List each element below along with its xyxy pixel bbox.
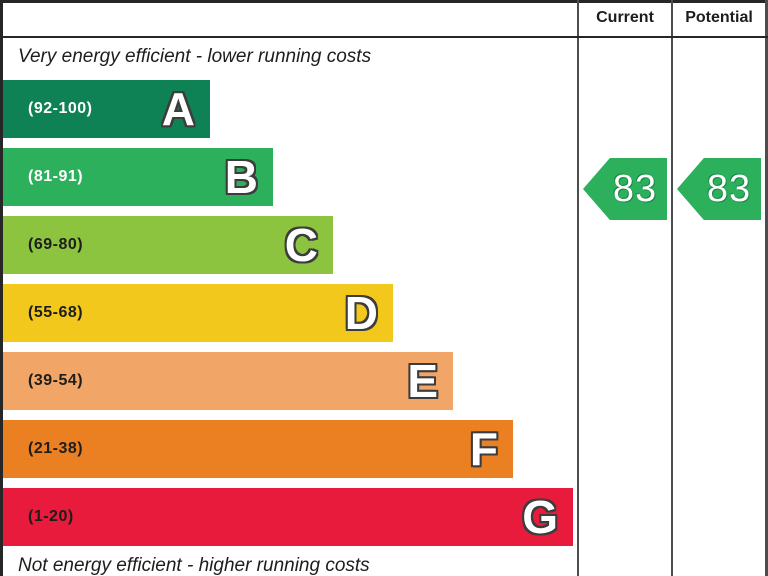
band-f: (21-38) F xyxy=(3,420,513,478)
current-rating-arrow: 83 xyxy=(583,158,667,220)
current-column-header: Current xyxy=(596,9,654,26)
potential-column-divider xyxy=(671,0,673,576)
right-border xyxy=(765,0,768,576)
band-a-letter: A xyxy=(161,83,195,135)
potential-rating-arrow: 83 xyxy=(677,158,761,220)
band-f-range: (21-38) xyxy=(28,440,84,457)
band-d-range: (55-68) xyxy=(28,304,84,321)
band-d: (55-68) D xyxy=(3,284,393,342)
current-rating-value: 83 xyxy=(612,167,658,210)
band-f-letter: F xyxy=(469,423,498,475)
band-g: (1-20) G xyxy=(3,488,573,546)
band-c: (69-80) C xyxy=(3,216,333,274)
band-e-letter: E xyxy=(407,355,438,407)
potential-rating-value: 83 xyxy=(706,167,752,210)
band-a: (92-100) A xyxy=(3,80,210,138)
band-g-letter: G xyxy=(522,491,558,543)
band-a-range: (92-100) xyxy=(28,100,93,117)
band-c-range: (69-80) xyxy=(28,236,84,253)
header-divider xyxy=(0,36,768,38)
band-b: (81-91) B xyxy=(3,148,273,206)
left-border xyxy=(0,0,3,576)
top-border xyxy=(0,0,768,3)
band-e-range: (39-54) xyxy=(28,372,84,389)
band-e: (39-54) E xyxy=(3,352,453,410)
band-g-range: (1-20) xyxy=(28,508,74,525)
band-c-letter: C xyxy=(284,219,318,271)
band-d-letter: D xyxy=(344,287,378,339)
current-column-divider xyxy=(577,0,579,576)
potential-column-header: Potential xyxy=(685,9,753,26)
caption-not-efficient: Not energy efficient - higher running co… xyxy=(18,555,370,576)
band-b-range: (81-91) xyxy=(28,168,84,185)
band-b-letter: B xyxy=(224,151,258,203)
caption-very-efficient: Very energy efficient - lower running co… xyxy=(18,46,372,67)
